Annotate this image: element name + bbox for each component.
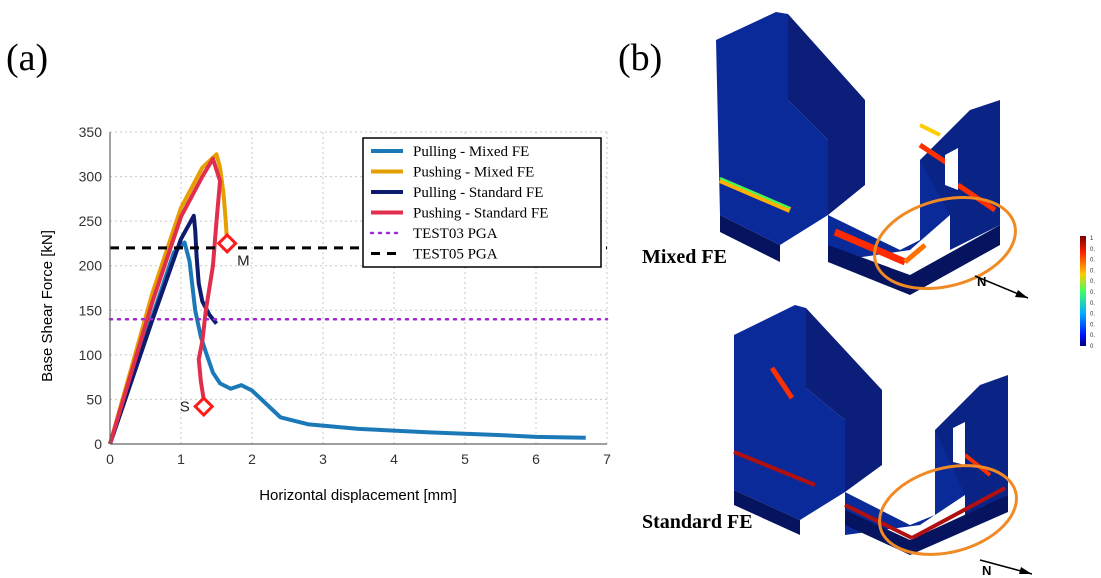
panel-label-a: (a) [6,37,49,79]
x-axis-label: Horizontal displacement [mm] [259,487,457,504]
north-label-mixed: N [977,274,986,289]
legend-entry-3: Pushing - Standard FE [413,206,548,222]
legend-entry-1: Pushing - Mixed FE [413,165,534,181]
series-line-0 [108,240,586,445]
annotation-marker-0 [216,232,238,255]
legend-entry-0: Pulling - Mixed FE [413,144,529,160]
colorbar-tick-label: 0. [1090,312,1095,318]
x-tick-label: 3 [319,451,327,467]
x-tick-label: 7 [603,451,611,467]
colorbar-tick-label: 0. [1090,301,1095,307]
colorbar-tick-label: 0. [1090,268,1095,274]
mixed-fe-label: Mixed FE [642,246,727,268]
colorbar-tick-label: 0 [1090,344,1094,350]
legend-entry-2: Pulling - Standard FE [413,185,543,201]
chart-legend: Pulling - Mixed FE Pushing - Mixed FE Pull… [362,137,602,268]
x-tick-label: 6 [532,451,540,467]
plot-lines [108,152,609,445]
mixed-fe-model [716,12,1017,295]
chart-axes: 0 1 2 3 4 5 6 7 0 50 100 150 200 250 300 350 [79,124,611,467]
annotation-label-1: S [180,399,190,416]
y-tick-label: 200 [79,258,103,274]
x-tick-label: 0 [106,451,114,467]
colorbar-tick-label: 0. [1090,247,1095,253]
colorbar-tick-label: 0. [1090,322,1095,328]
annotation-markers: MS [180,232,250,418]
x-tick-label: 4 [390,451,398,467]
colorbar-tick-label: 1 [1090,236,1094,242]
y-tick-label: 350 [79,124,103,140]
y-tick-label: 150 [79,302,103,318]
legend-entry-4: TEST03 PGA [413,226,498,242]
colorbar-tick-label: 0. [1090,258,1095,264]
colorbar-tick-label: 0. [1090,290,1095,296]
fe-models-panel: Mixed FE N Standard FE N 1 0. 0. 0. 0. 0. 0. 0.… [642,12,1095,578]
y-tick-label: 250 [79,213,103,229]
colorbar [1080,236,1086,346]
standard-fe-label: Standard FE [642,511,753,533]
legend-box [362,137,602,268]
x-tick-label: 1 [177,451,185,467]
colorbar-tick-label: 0. [1090,333,1095,339]
standard-fe-model [733,305,1018,556]
series-line-3 [108,156,223,445]
y-tick-label: 100 [79,347,103,363]
series-line-1 [108,152,230,445]
y-tick-label: 50 [86,391,102,407]
annotation-label-0: M [237,252,250,269]
colorbar-ticks: 1 0. 0. 0. 0. 0. 0. 0. 0. 0. 0 [1090,236,1095,350]
north-label-standard: N [982,563,991,578]
x-tick-label: 2 [248,451,256,467]
annotation-marker-1 [193,395,215,418]
x-tick-label: 5 [461,451,469,467]
panel-label-b: (b) [618,37,663,79]
y-axis-label: Base Shear Force [kN] [39,230,56,382]
y-tick-label: 0 [94,436,102,452]
colorbar-tick-label: 0. [1090,279,1095,285]
legend-entry-5: TEST05 PGA [413,247,498,263]
y-tick-label: 300 [79,169,103,185]
